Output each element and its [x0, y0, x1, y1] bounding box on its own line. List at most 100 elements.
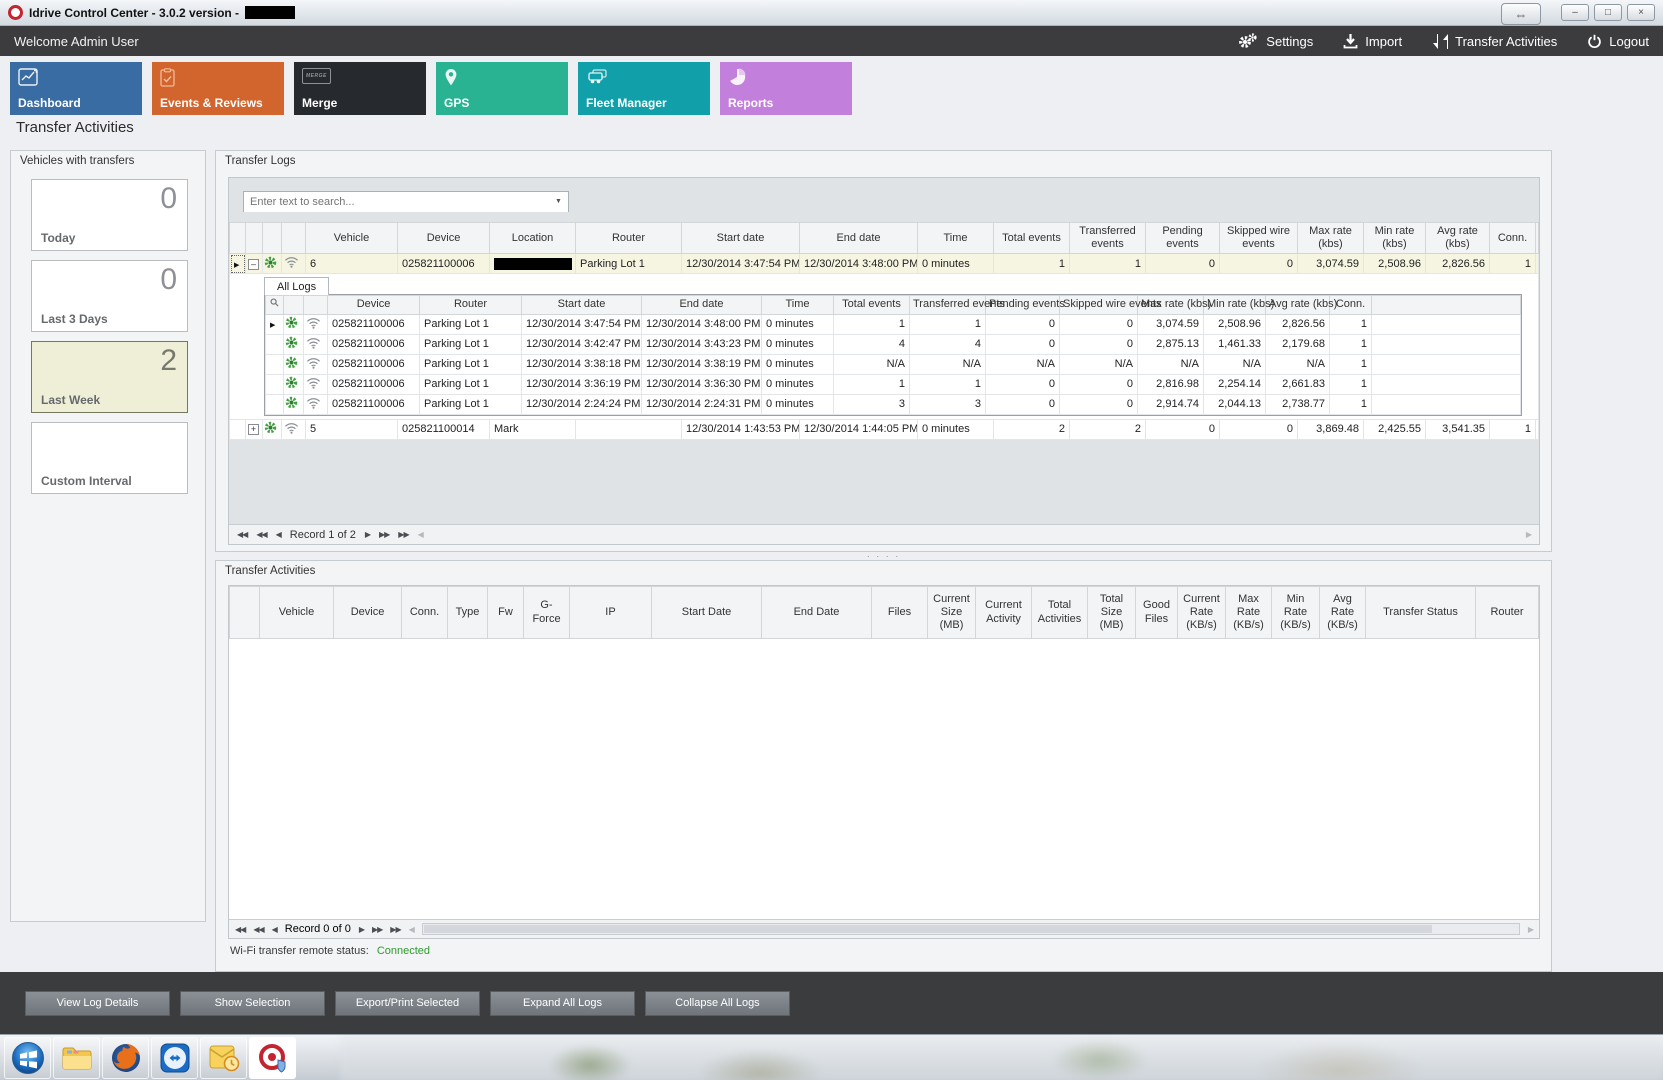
card-custom-interval[interactable]: Custom Interval	[31, 422, 188, 494]
pager-last-button[interactable]: ▶▶	[398, 530, 409, 539]
pager-prev-button[interactable]: ◀	[271, 924, 278, 934]
tab-events-reviews[interactable]: Events & Reviews	[152, 62, 284, 115]
col-header[interactable]: Transfer Status	[1365, 586, 1476, 639]
col-header[interactable]: Conn.	[1329, 295, 1372, 315]
logout-button[interactable]: Logout	[1587, 34, 1649, 49]
view-log-details-button[interactable]: View Log Details	[25, 990, 170, 1016]
col-header[interactable]: Start date	[521, 295, 642, 315]
col-header[interactable]: Device	[397, 221, 490, 255]
col-header[interactable]: Start date	[681, 221, 800, 255]
col-header[interactable]: Vehicle	[305, 221, 398, 255]
gear-cell[interactable]	[283, 393, 304, 415]
col-header[interactable]: Pending events	[1145, 221, 1220, 255]
collapse-cell[interactable]: –	[245, 253, 263, 275]
search-input[interactable]	[244, 192, 568, 212]
scroll-right-icon[interactable]: ▶	[1525, 530, 1532, 539]
col-header[interactable]: Transferred events	[909, 295, 1005, 315]
col-header[interactable]: Total events	[993, 221, 1070, 255]
export-print-selected-button[interactable]: Export/Print Selected	[335, 990, 480, 1016]
col-header[interactable]: End Date	[761, 586, 872, 639]
panel-splitter[interactable]: · · · ·	[866, 551, 901, 561]
show-selection-button[interactable]: Show Selection	[180, 990, 325, 1016]
pager-prev-page-button[interactable]: ◀◀	[256, 530, 267, 539]
col-header[interactable]: Max Rate (KB/s)	[1225, 586, 1272, 639]
scroll-left-icon[interactable]: ◀	[408, 924, 415, 934]
settings-button[interactable]: Settings	[1237, 33, 1313, 49]
firefox-icon[interactable]	[102, 1037, 149, 1079]
minimize-button[interactable]: –	[1561, 4, 1589, 21]
col-header[interactable]: Fw	[487, 586, 524, 639]
col-header[interactable]: Min rate (kbs)	[1203, 295, 1274, 315]
teamviewer-icon[interactable]	[151, 1037, 198, 1079]
tab-dashboard[interactable]: Dashboard	[10, 62, 142, 115]
col-header[interactable]: Type	[447, 586, 488, 639]
col-header[interactable]: End date	[799, 221, 918, 255]
gear-cell[interactable]	[283, 373, 304, 395]
col-header[interactable]: Time	[917, 221, 994, 255]
transfer-activities-button[interactable]: Transfer Activities	[1432, 33, 1557, 50]
col-header[interactable]: Router	[575, 221, 682, 255]
file-explorer-icon[interactable]	[53, 1037, 100, 1079]
gear-cell[interactable]	[283, 313, 304, 335]
resize-button[interactable]: ⇔	[1501, 3, 1541, 25]
col-header[interactable]: Time	[761, 295, 834, 315]
sub-log-row[interactable]: ▶ 025821100006 Parking Lot 1 12/30/2014 …	[265, 313, 1521, 335]
col-header[interactable]: Total events	[833, 295, 910, 315]
log-row[interactable]: + 5 025821100014 Mark 12/30/2014 1:43:53…	[229, 418, 1539, 440]
maximize-button[interactable]: □	[1594, 4, 1622, 21]
start-button[interactable]	[4, 1037, 51, 1079]
col-header[interactable]: Transferred events	[1069, 221, 1146, 255]
card-last-week[interactable]: 2 Last Week	[31, 341, 188, 413]
col-header[interactable]: G-Force	[523, 586, 570, 639]
pager-prev-button[interactable]: ◀	[275, 530, 282, 539]
scroll-left-icon[interactable]: ◀	[417, 530, 424, 539]
col-header[interactable]: Max rate (kbs)	[1137, 295, 1211, 315]
col-header[interactable]: Router	[419, 295, 522, 315]
collapse-all-logs-button[interactable]: Collapse All Logs	[645, 990, 790, 1016]
close-button[interactable]: ×	[1627, 4, 1655, 21]
col-header[interactable]: Total Size (MB)	[1087, 586, 1136, 639]
col-header[interactable]: Current Size (MB)	[927, 586, 976, 639]
tab-reports[interactable]: Reports	[720, 62, 852, 115]
sub-log-row[interactable]: 025821100006 Parking Lot 1 12/30/2014 3:…	[265, 353, 1521, 375]
log-row[interactable]: ▶ – 6 025821100006 Parking Lot 1 12/30/2…	[229, 253, 1539, 275]
card-today[interactable]: 0 Today	[31, 179, 188, 251]
tab-all-logs[interactable]: All Logs	[264, 277, 330, 296]
col-header[interactable]: Current Rate (KB/s)	[1177, 586, 1226, 639]
col-header[interactable]: Files	[871, 586, 928, 639]
col-header[interactable]: Max rate (kbs)	[1297, 221, 1364, 255]
col-header[interactable]: Total Activities	[1031, 586, 1088, 639]
pager-next-page-button[interactable]: ▶▶	[378, 530, 390, 539]
expand-all-logs-button[interactable]: Expand All Logs	[490, 990, 635, 1016]
import-button[interactable]: Import	[1343, 33, 1402, 49]
col-header[interactable]: Start Date	[651, 586, 762, 639]
expand-cell[interactable]: +	[245, 418, 263, 440]
horizontal-scrollbar[interactable]	[421, 923, 1520, 935]
sub-log-row[interactable]: 025821100006 Parking Lot 1 12/30/2014 3:…	[265, 333, 1521, 355]
gear-cell[interactable]	[283, 353, 304, 375]
col-header[interactable]: Location	[489, 221, 576, 255]
pager-first-button[interactable]: ◀◀	[235, 924, 246, 934]
tab-merge[interactable]: MERGE Merge	[294, 62, 426, 115]
col-header[interactable]: Conn.	[401, 586, 448, 639]
col-header[interactable]: Vehicle	[259, 586, 334, 639]
col-header[interactable]: Skipped wire events	[1059, 295, 1161, 315]
search-header-cell[interactable]	[265, 295, 284, 315]
sub-log-row[interactable]: 025821100006 Parking Lot 1 12/30/2014 2:…	[265, 393, 1521, 415]
col-header[interactable]: Avg rate (kbs)	[1425, 221, 1490, 255]
card-last-3-days[interactable]: 0 Last 3 Days	[31, 260, 188, 332]
tab-fleet-manager[interactable]: Fleet Manager	[578, 62, 710, 115]
gear-cell[interactable]	[262, 253, 282, 275]
col-header[interactable]: Device	[333, 586, 402, 639]
pager-next-button[interactable]: ▶	[364, 530, 371, 539]
col-header[interactable]: Avg Rate (KB/s)	[1319, 586, 1366, 639]
outlook-icon[interactable]	[200, 1037, 247, 1079]
col-header[interactable]: Pending events	[985, 295, 1065, 315]
col-header[interactable]: Good Files	[1135, 586, 1178, 639]
pager-next-page-button[interactable]: ▶▶	[371, 924, 383, 934]
col-header[interactable]: Min Rate (KB/s)	[1271, 586, 1320, 639]
scrollbar-thumb[interactable]	[423, 925, 1433, 933]
pager-prev-page-button[interactable]: ◀◀	[253, 924, 264, 934]
col-header[interactable]: End date	[641, 295, 762, 315]
col-header[interactable]: Current Activity	[975, 586, 1032, 639]
